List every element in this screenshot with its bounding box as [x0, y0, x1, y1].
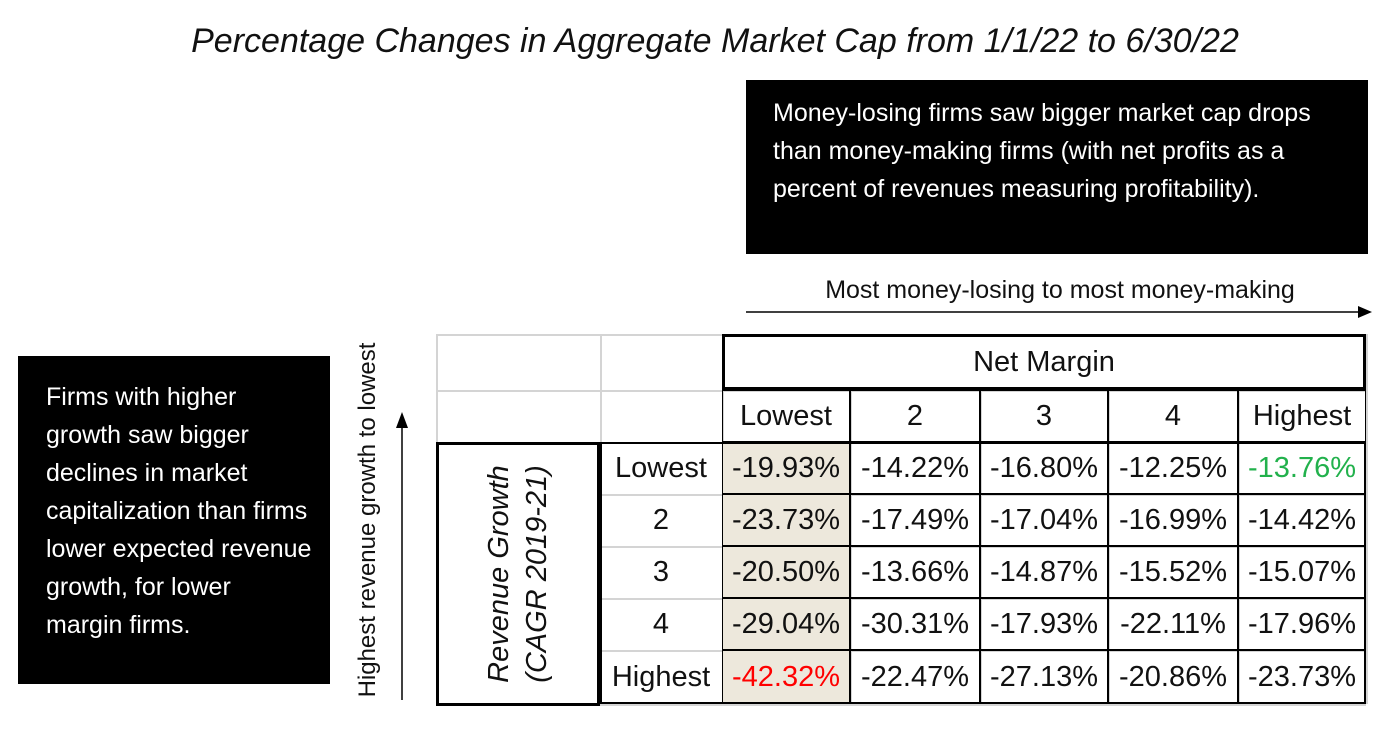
gridline-h	[436, 650, 1366, 652]
row-header: 2	[652, 503, 670, 536]
column-header: Highest	[1238, 390, 1366, 442]
column-header: Lowest	[722, 390, 850, 442]
gridline-v	[1108, 334, 1110, 704]
column-header: 2	[850, 390, 980, 442]
value-cell: -12.25%	[1108, 442, 1238, 494]
value-cell: -42.32%	[722, 650, 850, 704]
revenue-growth-label: Revenue Growth (CAGR 2019-21)	[483, 465, 553, 683]
gridline-h	[436, 494, 1366, 496]
row-header: Highest	[611, 660, 711, 693]
value-cell: -23.73%	[722, 494, 850, 546]
net-margin-table: Net Margin Revenue Growth (CAGR 2019-21)…	[436, 334, 1378, 708]
row-header: 3	[652, 555, 670, 588]
value-cell: -14.87%	[980, 546, 1108, 598]
gridline-h	[436, 598, 1366, 600]
column-header: 3	[980, 390, 1108, 442]
growth-note: Firms with higher growth saw bigger decl…	[18, 356, 330, 684]
vertical-axis-label: Highest revenue growth to lowest	[354, 342, 381, 698]
value-cell: -15.52%	[1108, 546, 1238, 598]
gridline-v	[1366, 334, 1368, 704]
value-cell: -19.93%	[722, 442, 850, 494]
value-cell: -27.13%	[980, 650, 1108, 704]
right-arrow-icon	[746, 306, 1372, 318]
value-cell: -22.47%	[850, 650, 980, 704]
revenue-growth-header: Revenue Growth (CAGR 2019-21)	[436, 442, 600, 706]
value-cell: -29.04%	[722, 598, 850, 650]
value-cell: -16.80%	[980, 442, 1108, 494]
row-header: Lowest	[615, 451, 707, 484]
value-cell: -22.11%	[1108, 598, 1238, 650]
value-cell: -30.31%	[850, 598, 980, 650]
value-cell: -17.04%	[980, 494, 1108, 546]
gridline-v	[980, 334, 982, 704]
value-cell: -23.73%	[1238, 650, 1366, 704]
gridline-v	[1238, 334, 1240, 704]
value-cell: -13.66%	[850, 546, 980, 598]
value-cell: -20.86%	[1108, 650, 1238, 704]
value-cell: -17.96%	[1238, 598, 1366, 650]
value-cell: -16.99%	[1108, 494, 1238, 546]
row-header: 4	[652, 607, 670, 640]
up-arrow-icon	[396, 412, 408, 700]
horizontal-axis-label: Most money-losing to most money-making	[825, 276, 1295, 304]
value-cell: -13.76%	[1238, 442, 1366, 494]
gridline-h	[436, 704, 1366, 706]
gridline-v	[850, 334, 852, 704]
column-header: 4	[1108, 390, 1238, 442]
gridline-h	[436, 546, 1366, 548]
value-cell: -17.93%	[980, 598, 1108, 650]
profitability-note: Money-losing firms saw bigger market cap…	[746, 80, 1368, 254]
value-cell: -14.22%	[850, 442, 980, 494]
value-cell: -14.42%	[1238, 494, 1366, 546]
net-margin-header: Net Margin	[722, 334, 1366, 390]
value-cell: -15.07%	[1238, 546, 1366, 598]
value-cell: -17.49%	[850, 494, 980, 546]
gridline-h	[436, 390, 1366, 392]
chart-title: Percentage Changes in Aggregate Market C…	[191, 22, 1239, 60]
value-cell: -20.50%	[722, 546, 850, 598]
